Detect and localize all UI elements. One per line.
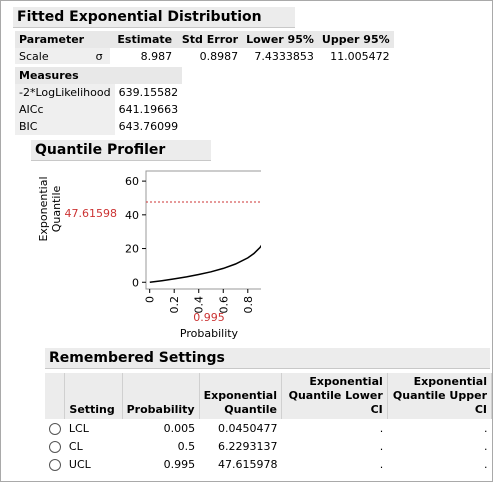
measures-header-value (114, 67, 183, 84)
col-ucl-line2: Quantile Upper CI (392, 389, 487, 416)
measures-table: Measures -2*LogLikelihood 639.15582 AICc… (15, 67, 183, 135)
col-upper-95: Upper 95% (317, 31, 394, 48)
setting-quantile: 0.0450477 (217, 421, 278, 435)
setting-probability: 0.995 (163, 457, 196, 471)
table-row: UCL 0.995 47.615978 . . (45, 455, 492, 473)
col-quantile-lower-ci: Exponential Quantile Lower CI (281, 373, 388, 419)
setting-lower-ci: . (379, 439, 384, 453)
radio-button-ucl[interactable] (48, 458, 61, 471)
col-lcl-line1: Exponential (309, 375, 383, 388)
table-row: CL 0.5 6.2293137 . . (45, 437, 492, 455)
param-std-error: 0.8987 (199, 49, 239, 63)
y-axis-label-line2: Quantile (50, 186, 63, 233)
x-tick-label: 0.4 (193, 296, 206, 314)
setting-name: LCL (68, 421, 89, 435)
radio-button-lcl[interactable] (48, 422, 61, 435)
setting-quantile: 47.615978 (217, 457, 278, 471)
plot-frame (145, 170, 261, 290)
col-lower-95: Lower 95% (242, 31, 318, 48)
setting-lower-ci: . (379, 421, 384, 435)
col-estimate: Estimate (110, 31, 177, 48)
setting-probability: 0.5 (177, 439, 196, 453)
x-axis: 00.20.40.60.81 (144, 289, 255, 314)
col-probability: Probability (122, 373, 200, 419)
y-tick-label: 60 (125, 175, 139, 188)
col-lcl-line2: Quantile Lower CI (288, 389, 383, 416)
current-x-value[interactable]: 0.995 (193, 311, 225, 324)
param-lower: 7.4333853 (254, 49, 314, 63)
param-name: Scale (15, 48, 89, 64)
setting-name: UCL (68, 457, 91, 471)
measures-header: Measures (15, 67, 115, 84)
col-eq-line2: Quantile (224, 403, 277, 416)
col-std-error: Std Error (176, 31, 243, 48)
setting-upper-ci: . (484, 439, 488, 453)
y-axis: 0 20 40 60 (125, 175, 146, 289)
setting-lower-ci: . (379, 457, 384, 471)
param-estimate: 8.987 (140, 49, 173, 63)
setting-quantile: 6.2293137 (217, 439, 278, 453)
measure-value: 639.15582 (118, 86, 179, 99)
quantile-profiler-title[interactable]: Quantile Profiler (31, 140, 211, 161)
y-tick-label: 0 (132, 276, 139, 289)
col-quantile-upper-ci: Exponential Quantile Upper CI (387, 373, 493, 419)
table-row: -2*LogLikelihood 639.15582 (15, 84, 182, 101)
x-tick-label: 0 (144, 296, 157, 303)
col-parameter: Parameter (15, 31, 89, 48)
y-axis-label-line1: Exponential (37, 176, 50, 241)
col-exponential-quantile: Exponential Quantile (199, 373, 282, 419)
setting-probability: 0.005 (163, 421, 196, 435)
x-axis-label: Probability (180, 327, 239, 340)
param-symbol: σ (88, 48, 111, 64)
y-tick-label: 20 (125, 243, 139, 256)
col-eq-line1: Exponential (203, 389, 277, 402)
remembered-settings-title[interactable]: Remembered Settings (45, 348, 490, 369)
col-ucl-line1: Exponential (413, 375, 487, 388)
fitted-distribution-title[interactable]: Fitted Exponential Distribution (13, 7, 295, 28)
radio-button-cl[interactable] (48, 440, 61, 453)
measure-name: -2*LogLikelihood (15, 84, 115, 101)
setting-name: CL (68, 439, 83, 453)
col-radio (45, 373, 66, 419)
remembered-settings-table: Setting Probability Exponential Quantile… (45, 373, 493, 473)
quantile-curve (149, 244, 261, 283)
parameter-table: Parameter Estimate Std Error Lower 95% U… (15, 31, 394, 64)
y-tick-label: 40 (125, 209, 139, 222)
x-tick-label: 0.8 (242, 296, 255, 314)
measure-name: AICc (15, 101, 115, 118)
table-row: AICc 641.19663 (15, 101, 182, 118)
col-symbol (88, 31, 111, 48)
table-row: BIC 643.76099 (15, 118, 182, 135)
table-row: Scale σ 8.987 0.8987 7.4333853 11.005472 (15, 48, 394, 64)
measure-name: BIC (15, 118, 115, 135)
col-setting: Setting (64, 373, 123, 419)
x-tick-label: 0.6 (217, 296, 230, 314)
measure-value: 643.76099 (118, 120, 179, 133)
setting-upper-ci: . (484, 457, 488, 471)
measure-value: 641.19663 (118, 103, 179, 116)
param-upper: 11.005472 (330, 49, 390, 63)
x-tick-label: 0.2 (168, 296, 181, 314)
table-row: LCL 0.005 0.0450477 . . (45, 419, 492, 437)
setting-upper-ci: . (484, 421, 488, 435)
current-y-value[interactable]: 47.61598 (65, 207, 118, 220)
